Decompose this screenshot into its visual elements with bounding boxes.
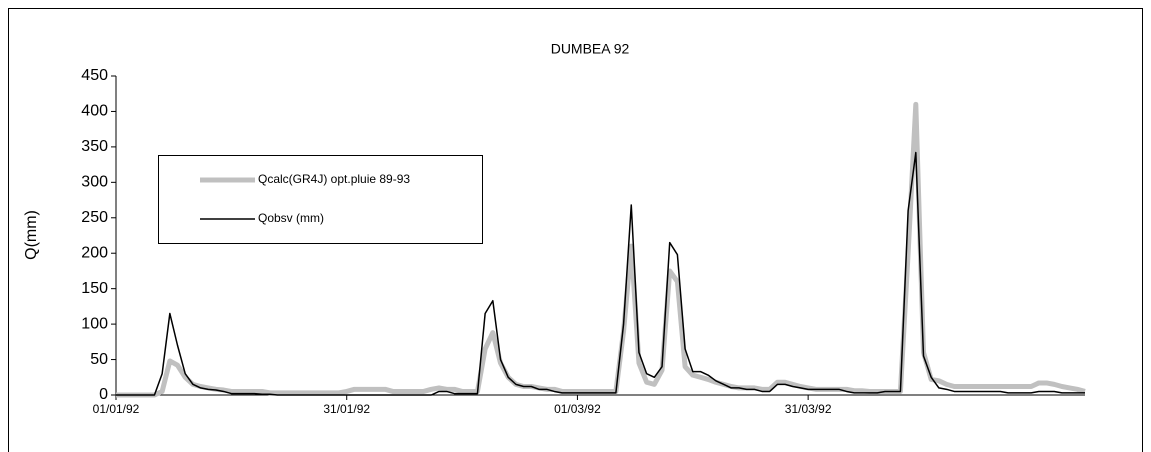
- chart-title: DUMBEA 92: [551, 41, 630, 57]
- series-line: [116, 151, 1085, 396]
- y-axis-label: Q(mm): [23, 210, 40, 260]
- x-tick-label: 01/03/92: [554, 402, 601, 416]
- y-tick-label: 450: [81, 67, 108, 84]
- y-tick-label: 400: [81, 103, 108, 120]
- y-tick-label: 50: [90, 351, 108, 368]
- y-tick-label: 300: [81, 174, 108, 191]
- y-tick-label: 250: [81, 209, 108, 226]
- y-tick-label: 150: [81, 280, 108, 297]
- legend-label: Qcalc(GR4J) opt.pluie 89-93: [258, 172, 410, 186]
- chart-border: [8, 8, 1143, 452]
- legend-label: Qobsv (mm): [258, 211, 324, 225]
- x-tick-label: 01/01/92: [93, 402, 140, 416]
- y-tick-label: 0: [99, 386, 108, 403]
- x-tick-label: 31/01/92: [323, 402, 370, 416]
- legend: [158, 155, 483, 244]
- y-tick-label: 100: [81, 315, 108, 332]
- series-line: [116, 101, 1086, 398]
- x-tick-label: 31/03/92: [785, 402, 832, 416]
- y-tick-label: 200: [81, 244, 108, 261]
- y-tick-label: 350: [81, 138, 108, 155]
